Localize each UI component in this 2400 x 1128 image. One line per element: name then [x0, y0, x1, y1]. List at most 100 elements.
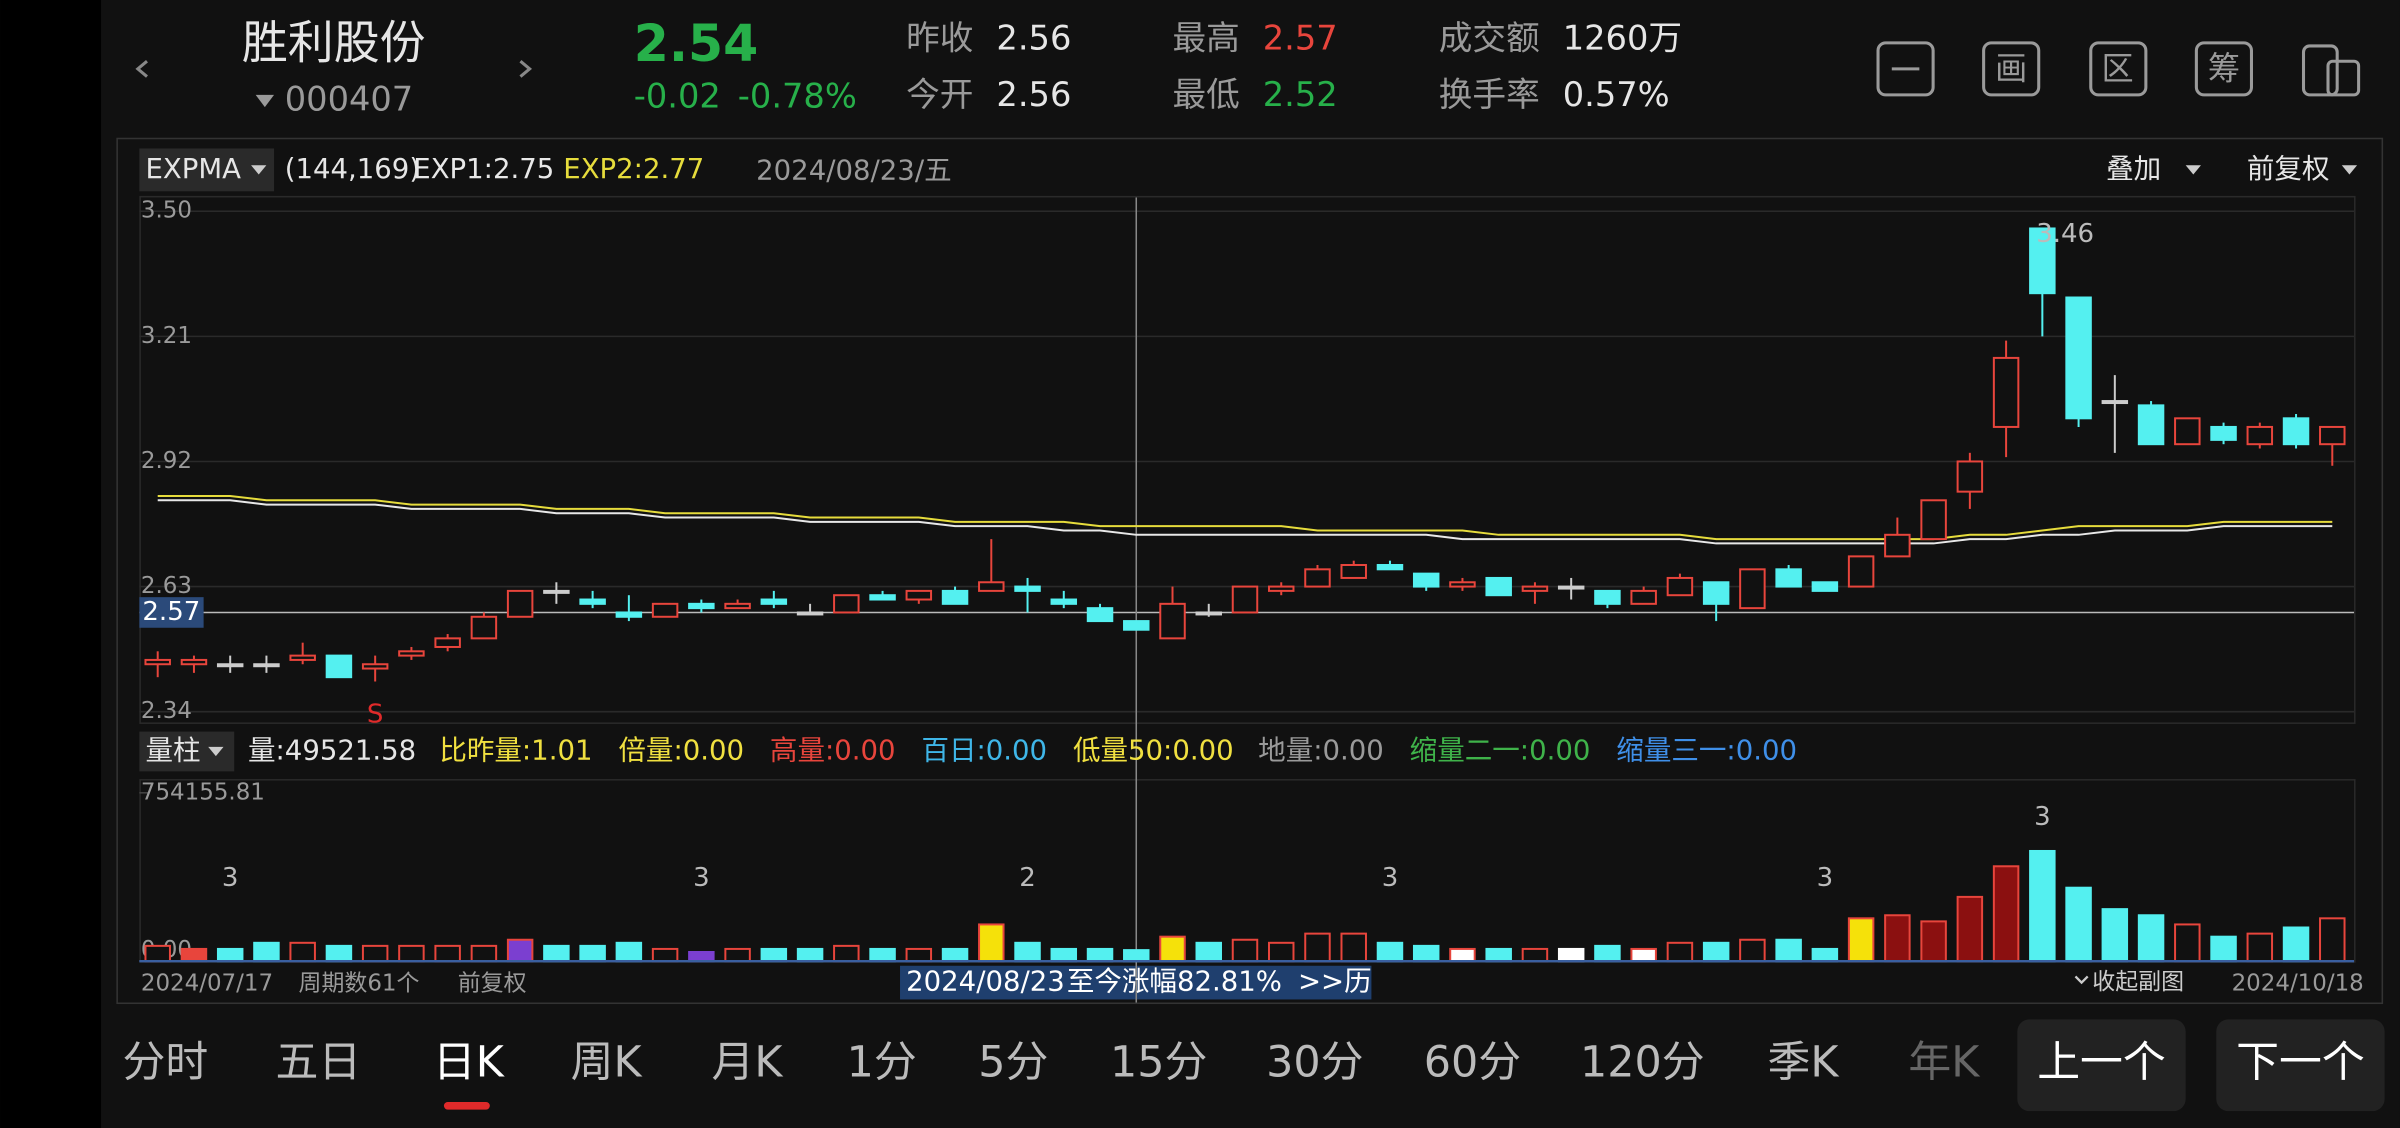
- candle-body: [615, 611, 643, 618]
- candle-body: [1775, 568, 1802, 588]
- draw-icon[interactable]: [1982, 41, 2041, 97]
- volume-bar: [724, 947, 751, 963]
- nav-button-label[interactable]: 上一个: [2037, 1038, 2166, 1088]
- period-tab[interactable]: 日K: [433, 1038, 505, 1088]
- indicator-legend: EXP2:2.77: [563, 153, 704, 185]
- toolbar: [1876, 41, 2361, 97]
- candle-body: [1159, 602, 1186, 640]
- device-icon-2: [2326, 59, 2361, 97]
- period-tab[interactable]: 30分: [1266, 1038, 1363, 1088]
- quote-label: 昨收: [906, 18, 973, 57]
- volume-bar: [615, 941, 643, 963]
- price-line-label: 2.57: [142, 597, 200, 627]
- volume-bar: [579, 944, 606, 963]
- volume-bar: [869, 947, 896, 963]
- candle-body: [1304, 568, 1331, 588]
- period-tab[interactable]: 季K: [1768, 1038, 1840, 1088]
- candle-body: [361, 663, 389, 670]
- code-dropdown[interactable]: [255, 94, 275, 108]
- volume-bar: [1449, 947, 1476, 963]
- period-tab[interactable]: 120分: [1580, 1038, 1705, 1088]
- candle-body: [2174, 417, 2201, 446]
- volume-bar: [1304, 932, 1331, 963]
- candle-body: [1231, 585, 1259, 614]
- banner-history[interactable]: >>历: [1298, 966, 1372, 998]
- period-tab[interactable]: 年K: [1908, 1038, 1980, 1088]
- volume-bar: [1376, 941, 1404, 963]
- tool-label[interactable]: 区: [2101, 49, 2133, 87]
- volume-annotation: 3: [693, 863, 710, 893]
- candle-body: [833, 594, 860, 614]
- volume-bar: [1123, 949, 1150, 963]
- collapse-icon[interactable]: [1876, 41, 1935, 97]
- quote-label: 成交额: [1439, 18, 1540, 57]
- volume-annotation: 3: [2034, 802, 2051, 832]
- overlay-menu[interactable]: 叠加: [2106, 153, 2161, 185]
- period-tab[interactable]: 60分: [1424, 1038, 1521, 1088]
- volume-bar: [1340, 932, 1367, 963]
- candle-body: [1739, 568, 1766, 610]
- volume-stat: 比昨量:1.01: [439, 734, 592, 766]
- stock-code: 000407: [285, 80, 413, 119]
- collapse-sub[interactable]: 收起副图: [2092, 969, 2184, 995]
- candle-body: [2282, 417, 2310, 446]
- tool-label[interactable]: 画: [1995, 49, 2027, 87]
- volume-bar: [2174, 923, 2201, 963]
- banner-gain[interactable]: 至今涨幅82.81%: [1067, 966, 1282, 998]
- period-tab[interactable]: 分时: [123, 1038, 209, 1088]
- volume-bar: [1485, 947, 1512, 963]
- candle-body: [1811, 581, 1839, 592]
- volume-bar: [978, 923, 1005, 963]
- volume-bar: [2210, 935, 2237, 963]
- prev-button[interactable]: [2017, 1019, 2186, 1112]
- candle-body: [325, 654, 353, 679]
- prev-stock-arrow[interactable]: [135, 60, 148, 78]
- volume-bar: [2319, 917, 2346, 963]
- volume-stat: 高量:0.00: [770, 734, 896, 766]
- volume-menu-arrow: [208, 746, 224, 757]
- candle-body: [688, 602, 715, 610]
- indicator-menu[interactable]: [139, 148, 275, 192]
- period-tab[interactable]: 5分: [978, 1038, 1048, 1088]
- volume-stat: 百日:0.00: [921, 734, 1047, 766]
- nav-button-label[interactable]: 下一个: [2236, 1038, 2365, 1088]
- candle-body: [289, 654, 316, 661]
- chips-icon[interactable]: [2194, 41, 2254, 97]
- next-button[interactable]: [2216, 1019, 2385, 1112]
- price-change-pct: -0.78%: [738, 76, 857, 115]
- banner-date[interactable]: 2024/08/23: [906, 966, 1065, 998]
- volume-bar: [1847, 917, 1875, 963]
- device-icon[interactable]: [2301, 44, 2339, 97]
- volume-bar: [1666, 941, 1694, 963]
- price-plot: [139, 195, 2356, 724]
- candle-body: [2029, 227, 2056, 295]
- adjust-menu-arrow: [2341, 165, 2358, 175]
- volume-annotation: 3: [1817, 863, 1834, 893]
- candle-body: [1050, 598, 1078, 605]
- zone-icon[interactable]: [2089, 41, 2148, 97]
- period-tab[interactable]: 15分: [1110, 1038, 1207, 1088]
- candle-body: [978, 581, 1005, 592]
- period-tab[interactable]: 周K: [571, 1038, 643, 1088]
- candle-body: [724, 602, 751, 610]
- candle-body: [1449, 581, 1476, 588]
- period-tab[interactable]: 五日: [276, 1038, 362, 1088]
- candle-body: [941, 589, 969, 605]
- end-date: 2024/10/18: [2232, 971, 2364, 997]
- next-stock-arrow[interactable]: [519, 60, 533, 78]
- volume-annotation: 3: [1382, 863, 1399, 893]
- volume-bar: [1231, 938, 1259, 963]
- tool-label[interactable]: 筹: [2208, 49, 2240, 87]
- period-tab[interactable]: 月K: [711, 1038, 783, 1088]
- candle-body: [1014, 585, 1041, 592]
- quote-value: 1260万: [1563, 18, 1682, 57]
- left-strip: [0, 0, 102, 1128]
- period-tab[interactable]: 1分: [847, 1038, 917, 1088]
- volume-bar: [253, 941, 280, 963]
- volume-bar: [2065, 886, 2092, 963]
- candle-body: [216, 663, 244, 668]
- active-tab-indicator: [443, 1101, 490, 1110]
- volume-bar: [941, 947, 969, 963]
- stock-name: 胜利股份: [242, 15, 426, 69]
- adjust-menu[interactable]: 前复权: [2247, 153, 2330, 185]
